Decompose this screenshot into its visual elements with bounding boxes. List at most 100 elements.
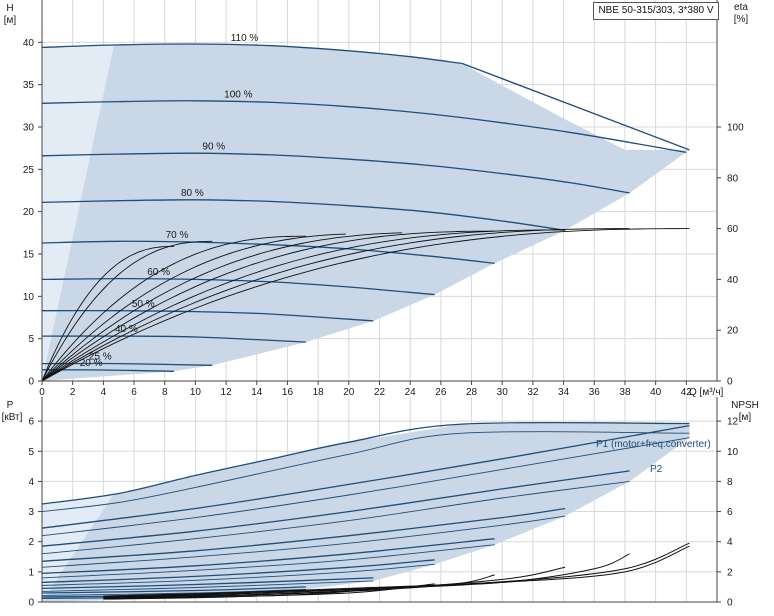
speed-label: 25 % bbox=[89, 352, 112, 363]
eta-curve bbox=[41, 228, 630, 382]
x-tick-label: 14 bbox=[251, 387, 263, 398]
qh-curve bbox=[41, 43, 463, 65]
y-tick-label: 40 bbox=[23, 38, 35, 49]
p1-curve bbox=[41, 559, 435, 584]
y-tick-label: 15 bbox=[23, 250, 35, 261]
npsh-axis-label-unit: [м] bbox=[739, 412, 752, 423]
p1-curve bbox=[41, 470, 630, 547]
x-tick-label: 8 bbox=[162, 387, 168, 398]
y-tick-label: 30 bbox=[23, 123, 35, 134]
x-tick-label: 12 bbox=[221, 387, 233, 398]
eta-curve bbox=[41, 240, 213, 382]
speed-label: 40 % bbox=[115, 324, 138, 335]
p2-curve bbox=[41, 437, 690, 537]
p-tick-label: 6 bbox=[28, 417, 34, 428]
qh-curve bbox=[41, 310, 374, 322]
npsh-tick-label: 12 bbox=[727, 417, 739, 428]
y-tick-label: 20 bbox=[23, 207, 35, 218]
x-tick-label: 16 bbox=[282, 387, 294, 398]
y-tick-label: 10 bbox=[23, 292, 35, 303]
speed-label: 100 % bbox=[224, 90, 252, 101]
npsh-tick-label: 4 bbox=[727, 537, 733, 548]
qh-curve bbox=[41, 335, 306, 343]
p2-label: P2 bbox=[650, 464, 663, 475]
npsh-tick-label: 10 bbox=[727, 447, 739, 458]
p2-curve bbox=[41, 580, 374, 592]
p-tick-label: 0 bbox=[28, 598, 34, 609]
p-tick-label: 5 bbox=[28, 447, 34, 458]
eta-tick-label: 60 bbox=[727, 224, 739, 235]
p2-curve bbox=[41, 563, 435, 586]
p2-curve bbox=[41, 480, 630, 555]
eta-curve bbox=[41, 230, 495, 382]
operating-envelope bbox=[42, 44, 690, 381]
p1-curve bbox=[41, 424, 690, 529]
speed-label: 70 % bbox=[166, 230, 189, 241]
p-tick-label: 3 bbox=[28, 507, 34, 518]
npsh-curve bbox=[103, 587, 374, 600]
eta-tick-label: 80 bbox=[727, 173, 739, 184]
eta-tick-label: 40 bbox=[727, 275, 739, 286]
qh-curve bbox=[41, 199, 566, 231]
npsh-tick-label: 2 bbox=[727, 567, 733, 578]
eta-axis-label-unit: [%] bbox=[734, 14, 749, 25]
npsh-tick-label: 8 bbox=[727, 477, 733, 488]
x-tick-label: 28 bbox=[466, 387, 478, 398]
power-envelope bbox=[42, 423, 690, 602]
p-axis-label-unit: [кВт] bbox=[2, 412, 23, 423]
npsh-tick-label: 6 bbox=[727, 507, 733, 518]
y-axis-label-unit: [м] bbox=[4, 15, 17, 26]
x-tick-label: 34 bbox=[558, 387, 570, 398]
x-axis-label: Q [м³/ч] bbox=[689, 387, 724, 398]
y-tick-label: 35 bbox=[23, 80, 35, 91]
eta-curve bbox=[41, 235, 306, 382]
p1-curve bbox=[41, 507, 566, 562]
x-tick-label: 6 bbox=[131, 387, 137, 398]
qh-curve bbox=[41, 277, 435, 296]
y-tick-label: 25 bbox=[23, 165, 35, 176]
x-tick-label: 40 bbox=[650, 387, 662, 398]
eta-curve bbox=[41, 245, 174, 382]
chart-title: NBE 50-315/303, 3*380 V bbox=[593, 2, 719, 20]
x-tick-label: 24 bbox=[405, 387, 417, 398]
qh-curve bbox=[41, 152, 630, 194]
x-tick-label: 30 bbox=[497, 387, 509, 398]
p-tick-label: 2 bbox=[28, 537, 34, 548]
qh-limit-line bbox=[462, 62, 690, 151]
speed-label: 20 % bbox=[80, 358, 103, 369]
x-tick-label: 22 bbox=[374, 387, 386, 398]
p2-curve bbox=[41, 588, 306, 596]
speed-label: 60 % bbox=[147, 267, 170, 278]
npsh-axis-label: NPSH bbox=[731, 400, 759, 411]
x-tick-label: 26 bbox=[435, 387, 447, 398]
qh-curve bbox=[41, 100, 687, 154]
p1-curve bbox=[41, 421, 690, 505]
x-tick-label: 20 bbox=[343, 387, 355, 398]
y-tick-label: 5 bbox=[28, 334, 34, 345]
min-flow-zone bbox=[42, 44, 115, 382]
npsh-curve bbox=[103, 566, 566, 598]
x-tick-label: 10 bbox=[190, 387, 202, 398]
eta-curve bbox=[41, 233, 346, 382]
eta-curve bbox=[41, 228, 690, 382]
x-tick-label: 38 bbox=[619, 387, 631, 398]
qh-curve bbox=[41, 240, 495, 264]
x-tick-label: 18 bbox=[313, 387, 325, 398]
eta-tick-label: 100 bbox=[727, 123, 744, 134]
eta-axis-label: eta bbox=[734, 2, 748, 13]
min-flow-zone-bottom bbox=[42, 493, 115, 602]
npsh-tick-label: 0 bbox=[727, 598, 733, 609]
y-axis-label: H bbox=[6, 3, 13, 14]
p-axis-label: P bbox=[7, 400, 14, 411]
eta-curve bbox=[41, 229, 566, 382]
p2-curve bbox=[41, 431, 690, 513]
eta-tick-label: 0 bbox=[727, 377, 733, 388]
eta-curve bbox=[41, 232, 403, 382]
qh-curve bbox=[41, 362, 213, 366]
p1-curve bbox=[41, 586, 306, 594]
speed-label: 90 % bbox=[202, 142, 225, 153]
speed-label: 80 % bbox=[181, 188, 204, 199]
p1-curve bbox=[41, 538, 495, 575]
